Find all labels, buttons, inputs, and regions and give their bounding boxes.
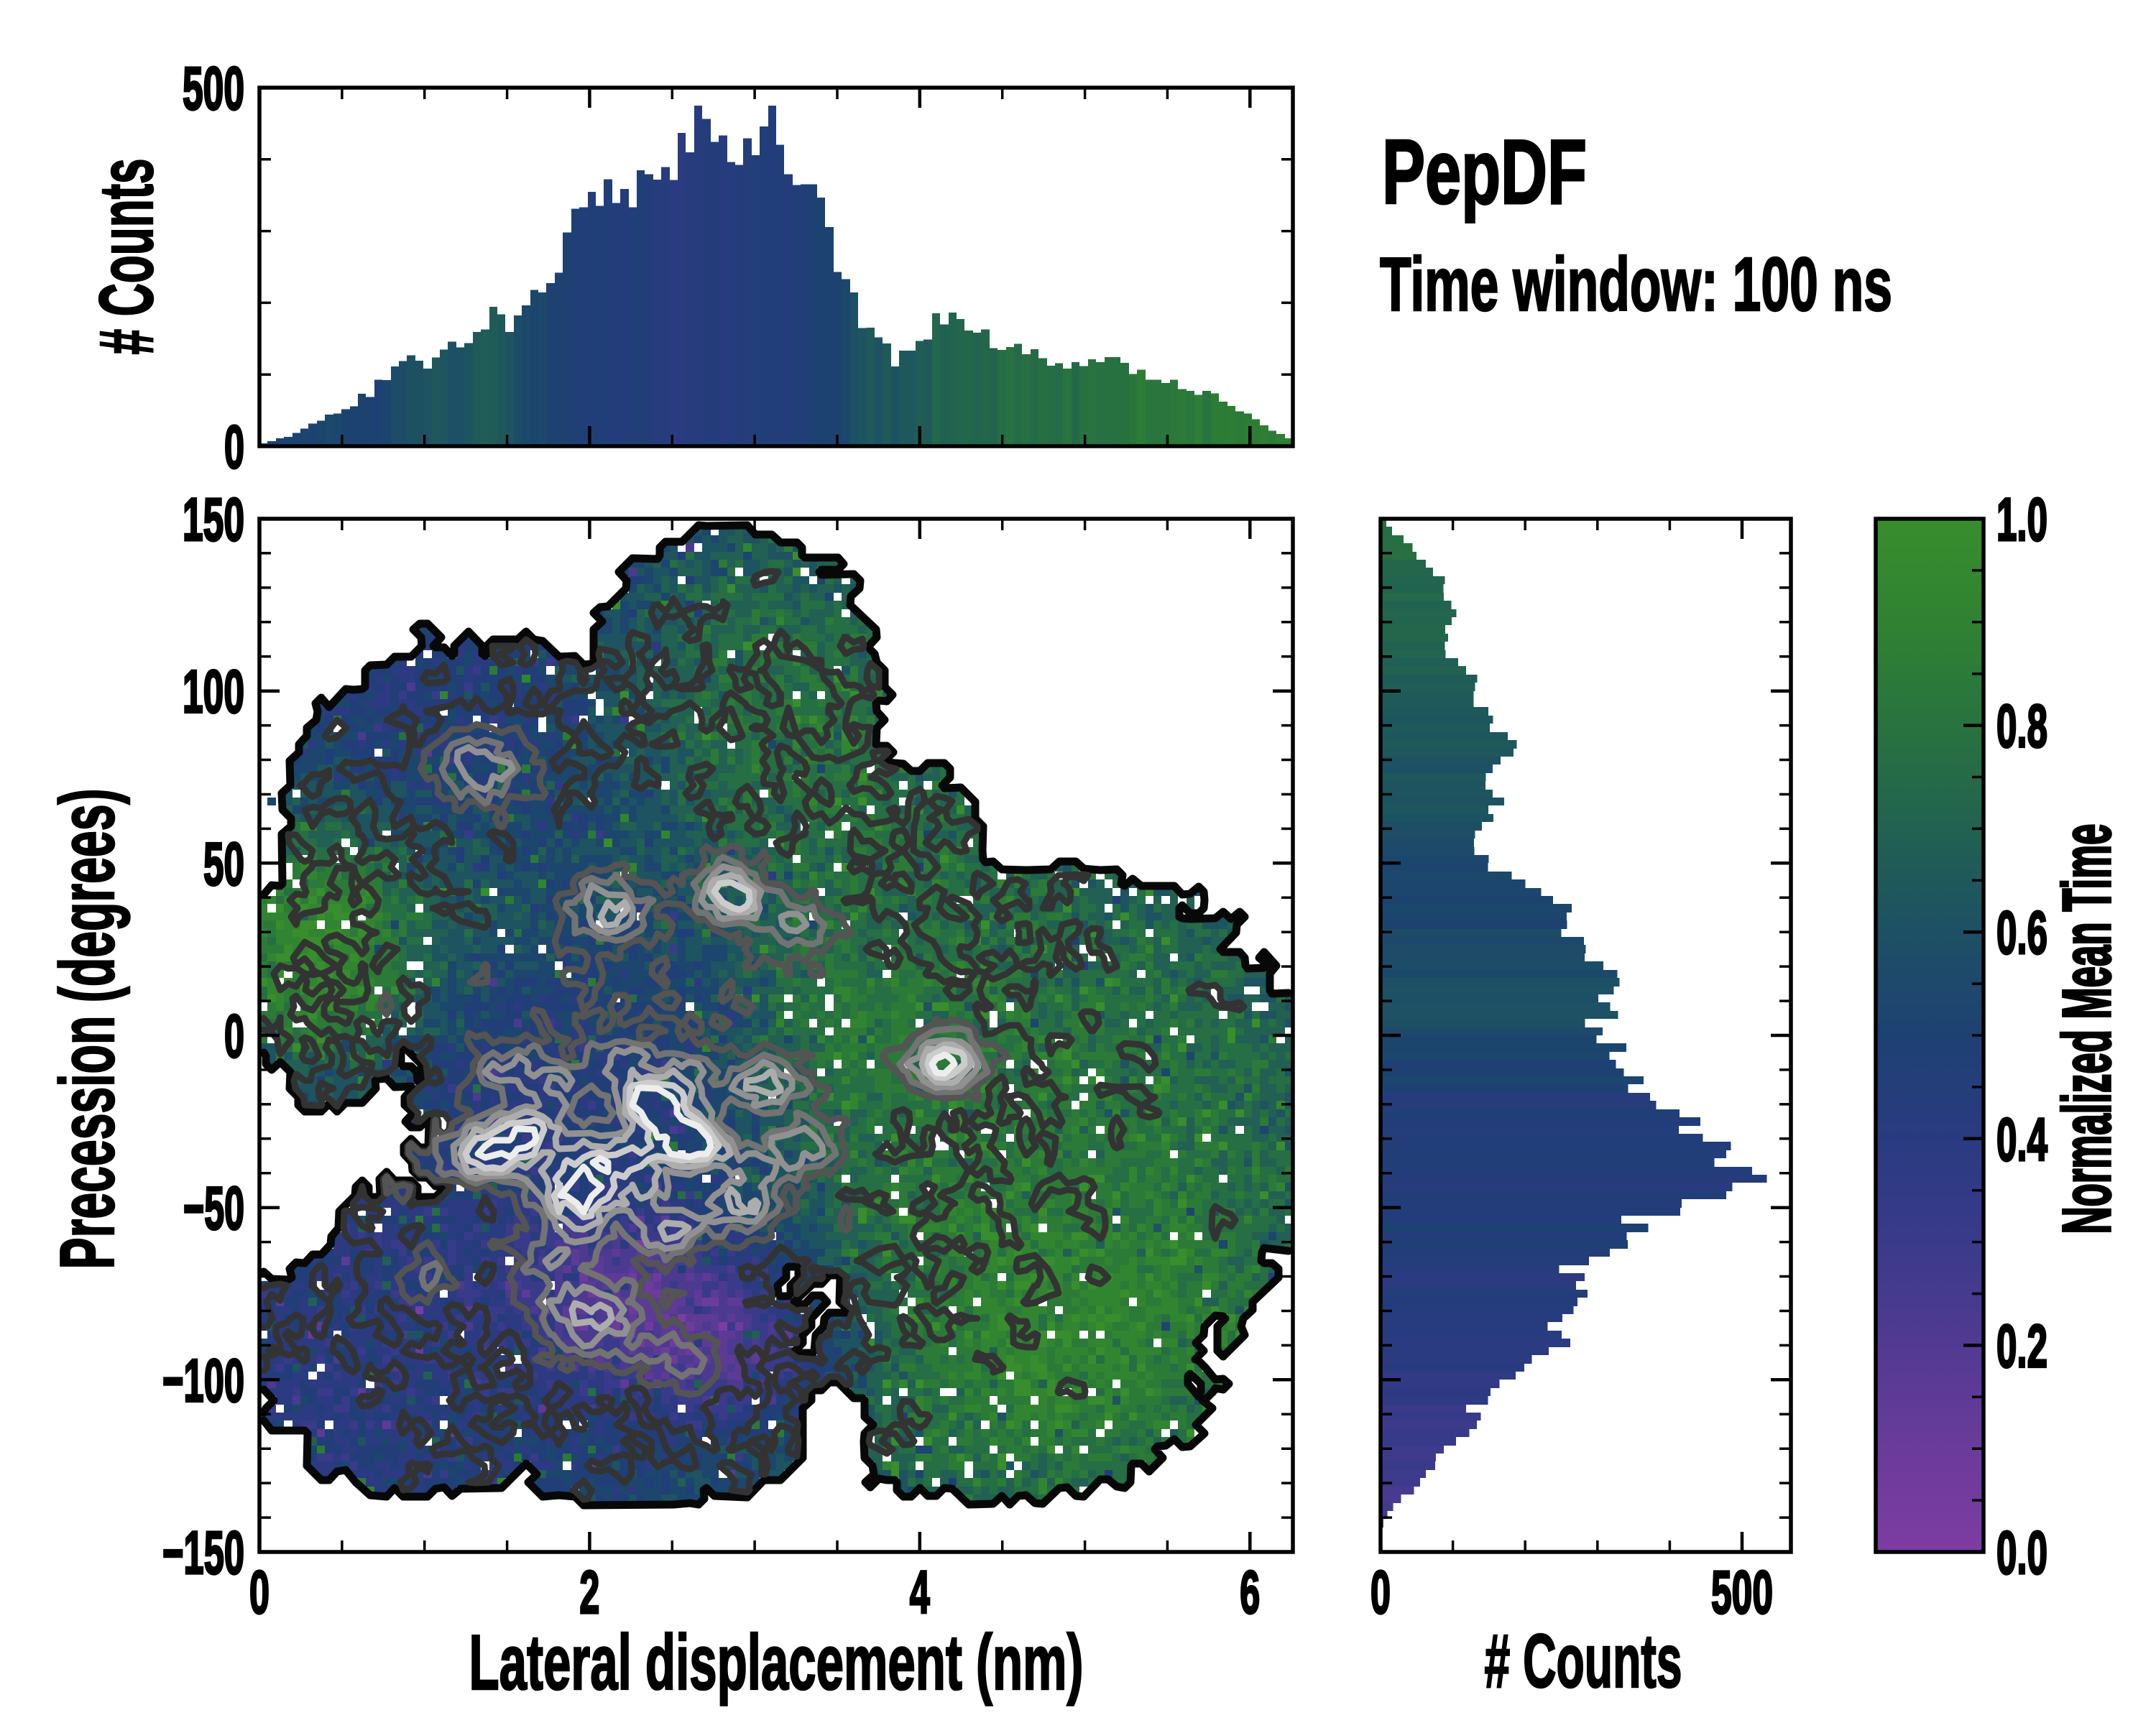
svg-text:0: 0 [1370,1558,1391,1626]
svg-text:Lateral displacement (nm): Lateral displacement (nm) [469,1619,1084,1706]
svg-text:# Counts: # Counts [84,159,169,355]
svg-text:6: 6 [1240,1558,1260,1626]
svg-text:# Counts: # Counts [1485,1619,1682,1704]
svg-text:100: 100 [183,658,244,726]
svg-text:−100: −100 [162,1346,244,1414]
svg-text:0.8: 0.8 [1996,693,2047,760]
svg-text:0.0: 0.0 [1996,1519,2047,1586]
svg-text:−150: −150 [162,1519,244,1586]
svg-text:0.6: 0.6 [1996,899,2047,966]
svg-text:Normalized Mean Time: Normalized Mean Time [2049,824,2125,1234]
svg-text:0.4: 0.4 [1996,1106,2047,1173]
svg-text:1.0: 1.0 [1996,486,2047,553]
svg-text:0: 0 [224,413,244,481]
svg-text:PepDF: PepDF [1382,121,1587,223]
svg-text:2: 2 [579,1558,599,1626]
svg-text:0: 0 [224,1002,244,1070]
svg-text:4: 4 [910,1558,930,1626]
svg-text:Precession (degrees): Precession (degrees) [44,789,130,1270]
svg-text:500: 500 [1711,1558,1773,1626]
svg-text:50: 50 [203,830,244,897]
svg-text:500: 500 [183,55,244,122]
svg-text:0: 0 [249,1558,270,1626]
svg-text:−50: −50 [183,1175,244,1242]
svg-text:150: 150 [183,486,244,553]
svg-text:Time window: 100 ns: Time window: 100 ns [1380,242,1892,327]
svg-text:0.2: 0.2 [1996,1312,2047,1380]
